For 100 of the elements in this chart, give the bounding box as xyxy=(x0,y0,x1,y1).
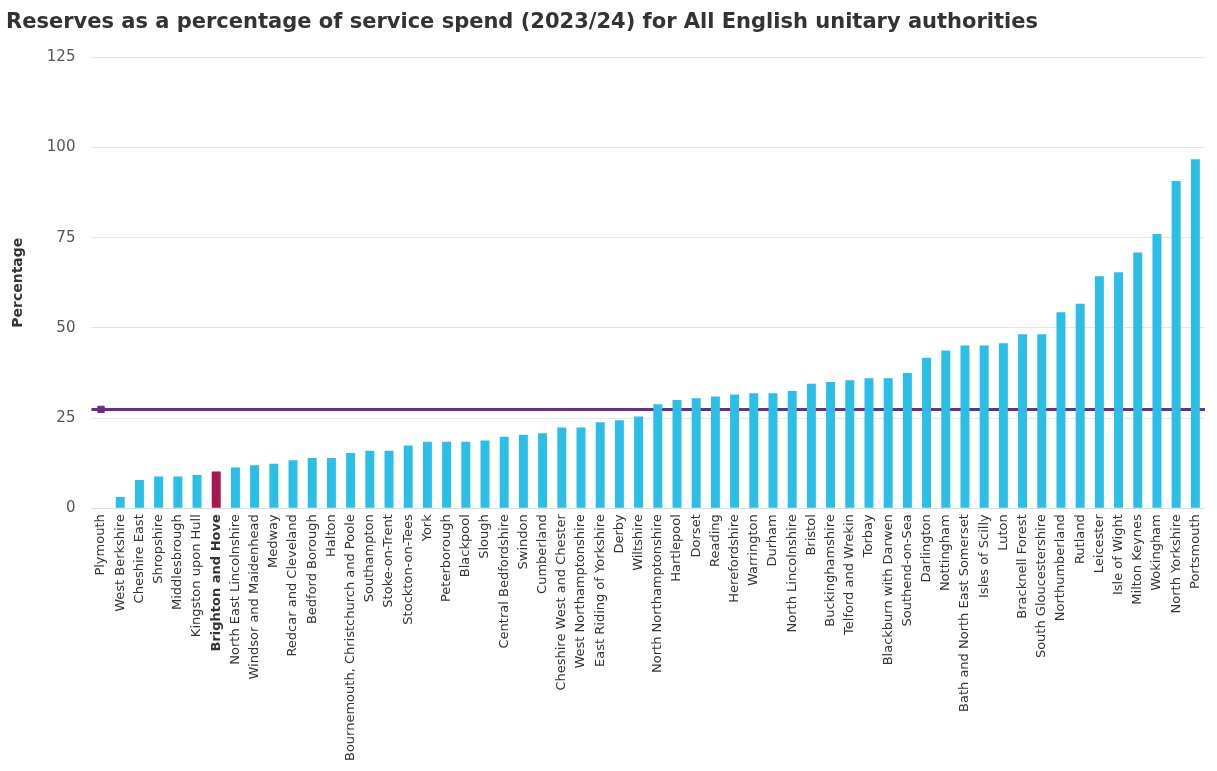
bar xyxy=(710,396,720,508)
bar xyxy=(979,345,989,508)
x-tick-label: Durham xyxy=(764,514,780,567)
x-tick-label: North Lincolnshire xyxy=(783,514,799,633)
x-tick-label: East Riding of Yorkshire xyxy=(591,514,607,667)
bar xyxy=(422,441,432,508)
bar xyxy=(442,441,452,508)
y-axis-title: Percentage xyxy=(9,237,26,328)
bar xyxy=(480,440,490,508)
bar xyxy=(1037,334,1047,508)
bar xyxy=(250,465,260,508)
x-tick-label: Warrington xyxy=(745,514,761,587)
x-tick-label: Isle of Wight xyxy=(1109,514,1125,596)
bar xyxy=(998,343,1008,508)
y-tick-label: 0 xyxy=(65,498,76,517)
x-tick-label: Telford and Wrekin xyxy=(841,514,857,636)
x-tick-label: Derby xyxy=(610,513,626,554)
x-tick-label: Swindon xyxy=(514,514,530,570)
bar xyxy=(902,372,912,508)
bar xyxy=(595,422,605,508)
x-tick-label: Southend-on-Sea xyxy=(898,514,914,627)
bar xyxy=(173,476,183,508)
bar xyxy=(1152,234,1162,508)
bar xyxy=(845,380,855,508)
x-tick-label: Cheshire West and Chester xyxy=(553,513,569,691)
x-tick-label: Darlington xyxy=(917,514,933,583)
x-tick-label: Slough xyxy=(476,514,492,559)
x-tick-label: Kingston upon Hull xyxy=(188,514,204,638)
x-tick-label: Reading xyxy=(706,514,722,568)
x-tick-label: York xyxy=(418,513,434,543)
y-tick-label: 25 xyxy=(56,407,76,426)
bar xyxy=(941,350,951,508)
bar xyxy=(384,450,394,508)
bar xyxy=(768,393,778,508)
bar xyxy=(691,398,701,508)
x-tick-label: Stockton-on-Tees xyxy=(399,514,415,625)
bar xyxy=(134,480,144,508)
x-tick-label: Bristol xyxy=(802,514,818,556)
bar xyxy=(461,441,471,508)
bar xyxy=(230,467,240,508)
bar xyxy=(749,393,759,508)
x-tick-label: Central Bedfordshire xyxy=(495,514,511,649)
y-tick-label: 125 xyxy=(46,47,76,66)
x-tick-label: Plymouth xyxy=(92,514,108,576)
bar xyxy=(346,453,356,508)
x-tick-label: Cheshire East xyxy=(130,514,146,604)
x-tick-label: Halton xyxy=(322,514,338,557)
x-tick-label: Bedford Borough xyxy=(303,514,319,625)
bar xyxy=(518,434,528,508)
bar xyxy=(634,416,644,508)
bar xyxy=(115,497,125,508)
x-tick-label: North Yorkshire xyxy=(1167,514,1183,614)
bar xyxy=(787,390,797,508)
x-tick-label: Shropshire xyxy=(150,514,165,584)
bar xyxy=(1190,159,1200,508)
x-tick-label: Brighton and Hove xyxy=(207,514,223,652)
x-tick-label: Isles of Scilly xyxy=(975,513,991,598)
x-tick-label: Medway xyxy=(265,513,281,569)
y-tick-label: 50 xyxy=(56,317,76,336)
x-tick-label: Bath and North East Somerset xyxy=(956,514,972,712)
x-tick-label: Redcar and Cleveland xyxy=(284,514,300,657)
x-tick-label: Buckinghamshire xyxy=(821,514,837,627)
x-tick-label: Herefordshire xyxy=(725,514,741,603)
y-tick-label: 100 xyxy=(46,137,76,156)
x-tick-label: North East Lincolnshire xyxy=(226,514,242,665)
bar xyxy=(960,345,970,508)
x-tick-label: Wokingham xyxy=(1148,514,1164,591)
x-tick-label: Luton xyxy=(994,514,1010,551)
bar xyxy=(1171,180,1181,508)
x-tick-label: Wiltshire xyxy=(629,514,645,571)
bar xyxy=(499,436,509,508)
x-tick-label: Peterborough xyxy=(437,514,453,603)
bar xyxy=(826,381,836,508)
bar xyxy=(1133,252,1143,508)
x-tick-label: Torbay xyxy=(860,513,876,559)
x-tick-label: West Berkshire xyxy=(111,514,127,612)
x-tick-label: North Northamptonshire xyxy=(649,514,665,673)
bar xyxy=(1114,272,1124,508)
bar xyxy=(864,378,874,508)
x-tick-label: Blackpool xyxy=(457,514,473,578)
x-tick-label: Cumberland xyxy=(533,514,549,594)
x-tick-label: Blackburn with Darwen xyxy=(879,514,895,666)
bar xyxy=(730,394,740,508)
bar xyxy=(806,383,816,508)
x-tick-label: Southampton xyxy=(361,514,377,603)
bar xyxy=(1018,334,1028,508)
bar xyxy=(403,445,413,508)
x-tick-label: Hartlepool xyxy=(668,514,684,582)
x-tick-label: West Northamptonshire xyxy=(572,514,588,669)
bar xyxy=(211,471,221,508)
x-tick-label: Bracknell Forest xyxy=(1013,514,1029,619)
bar xyxy=(1056,312,1066,508)
bar xyxy=(326,458,336,508)
x-tick-label: Dorset xyxy=(687,514,703,558)
x-tick-label: Stoke-on-Trent xyxy=(380,514,396,608)
x-tick-label: Bournemouth, Christchurch and Poole xyxy=(341,514,357,762)
bar xyxy=(269,463,279,508)
bar xyxy=(1075,303,1085,508)
bar xyxy=(576,427,586,508)
bar xyxy=(538,433,548,508)
